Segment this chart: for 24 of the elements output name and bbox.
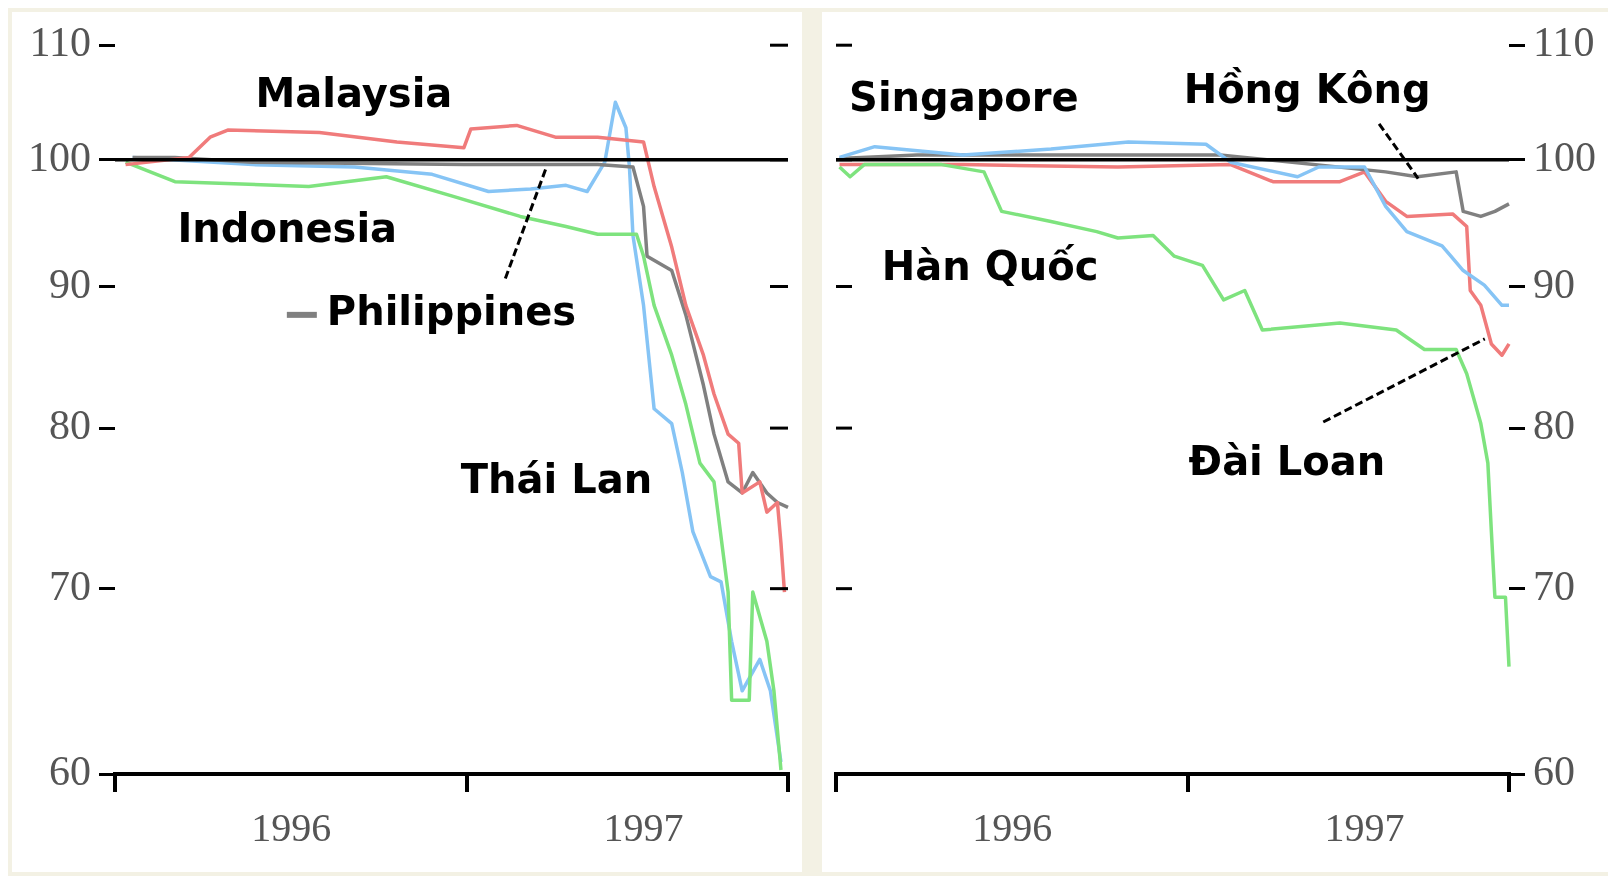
text: Đài Loan [1188,438,1386,485]
y2-tick-label: 110 [1533,19,1595,66]
y-tick-label: 110 [29,19,91,66]
series-label: Indonesia [177,205,398,252]
series-label: Malaysia [255,69,453,116]
y2-tick-label: 70 [1533,562,1575,609]
x-tick-label: 1997 [1324,804,1405,850]
y2-tick-label: 90 [1533,260,1575,307]
y-tick-label: 60 [49,748,91,795]
x-tick-label: 1996 [251,804,332,850]
y2-tick-label: 60 [1533,748,1575,795]
y2-tick-label: 100 [1533,133,1596,180]
x-tick-label: 1997 [603,804,684,850]
y2-tick-label: 80 [1533,402,1575,449]
x-tick-label: 1996 [972,804,1053,850]
y-tick-label: 90 [49,260,91,307]
y-tick-label: 80 [49,402,91,449]
series-label: Thái Lan [460,455,653,502]
legend-label: Philippines [326,288,577,335]
series-label: Hàn Quốc [881,243,1099,290]
y-tick-label: 100 [28,133,91,180]
series-label: Singapore [849,73,1079,120]
series-label: Hồng Kông [1183,65,1431,112]
y-tick-label: 70 [49,562,91,609]
